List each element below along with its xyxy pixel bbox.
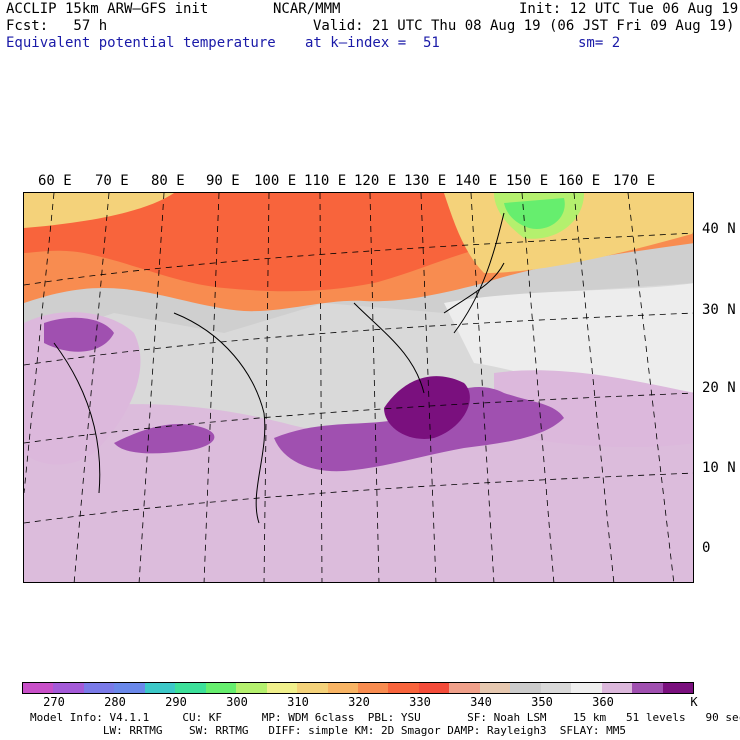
northwest-yellow [24,193,174,228]
colorbar-swatch [327,683,358,693]
graticule [24,193,693,582]
field-name: Equivalent potential temperature [6,35,276,51]
colorbar-swatch [114,683,145,693]
model-info-line2: LW: RRTMG SW: RRTMG DIFF: simple KM: 2D … [30,724,627,737]
colorbar-swatch [388,683,419,693]
colorbar-swatch [83,683,115,693]
colorbar-swatch [632,683,663,693]
lon-label: 110 E [304,173,347,189]
colorbar-swatch [540,683,572,693]
north-pacific-green-inner [504,198,565,229]
lat-label: 40 N [702,221,736,237]
colorbar-unit: K [690,695,698,709]
bay-of-bengal-purple [114,423,215,454]
colorbar-swatch [297,683,328,693]
colorbar-tick: 310 [287,695,309,709]
lon-label: 160 E [558,173,601,189]
center-label: NCAR/MMM [273,1,341,17]
lat-label: 0 [702,540,711,556]
colorbar-tick: 290 [165,695,187,709]
colorbar-tick: 300 [226,695,248,709]
valid-time: Valid: 21 UTC Thu 08 Aug 19 (06 JST Fri … [313,18,735,34]
pacific-light-region [444,283,693,399]
lat-line [24,312,693,366]
colorbar-swatch [571,683,602,693]
lon-label: 130 E [404,173,447,189]
colorbar-swatch [601,683,633,693]
india-lilac-region [24,312,141,465]
lat-label: 30 N [702,302,736,318]
lat-line [24,392,693,444]
colorbar-swatch [479,683,511,693]
colorbar-swatch [205,683,237,693]
lon-label: 120 E [354,173,397,189]
model-info-line1: Model Info: V4.1.1 CU: KF MP: WDM 6class… [30,711,740,724]
lon-label: 150 E [506,173,549,189]
coastlines [53,212,505,524]
colorbar-tick: 350 [531,695,553,709]
colorbar-swatch [510,683,541,693]
theta-e-map [23,192,694,583]
arabian-purple [44,317,114,352]
lat-line [24,472,693,524]
lat-label: 10 N [702,460,736,476]
lon-label: 170 E [613,173,656,189]
colorbar-swatch [357,683,389,693]
lon-label: 80 E [151,173,185,189]
lon-label: 100 E [254,173,297,189]
colorbar-tick: 340 [470,695,492,709]
lon-label: 90 E [206,173,240,189]
colorbar-swatch [23,683,54,693]
colorbar-tick: 320 [348,695,370,709]
colorbar-swatch [266,683,298,693]
forecast-hour: Fcst: 57 h [6,18,108,34]
lon-label: 140 E [455,173,498,189]
colorbar-tick: 280 [104,695,126,709]
level-label: at k–index = 51 [305,35,440,51]
philippine-sea-core [384,376,470,439]
model-title: ACCLIP 15km ARW–GFS init [6,1,209,17]
colorbar [22,682,694,694]
colorbar-swatch [53,683,84,693]
colorbar-swatch [236,683,267,693]
lon-label: 70 E [95,173,129,189]
colorbar-swatch [175,683,206,693]
lon-label: 60 E [38,173,72,189]
colorbar-swatch [418,683,450,693]
colorbar-swatch [144,683,176,693]
map-field-graphic [24,193,693,582]
smoothing-label: sm= 2 [578,35,621,51]
colorbar-tick: 360 [592,695,614,709]
colorbar-tick: 270 [43,695,65,709]
colorbar-swatch [449,683,480,693]
colorbar-swatch [662,683,693,693]
colorbar-tick: 330 [409,695,431,709]
init-time: Init: 12 UTC Tue 06 Aug 19 [519,1,739,17]
lat-line [24,232,693,286]
lat-label: 20 N [702,380,736,396]
